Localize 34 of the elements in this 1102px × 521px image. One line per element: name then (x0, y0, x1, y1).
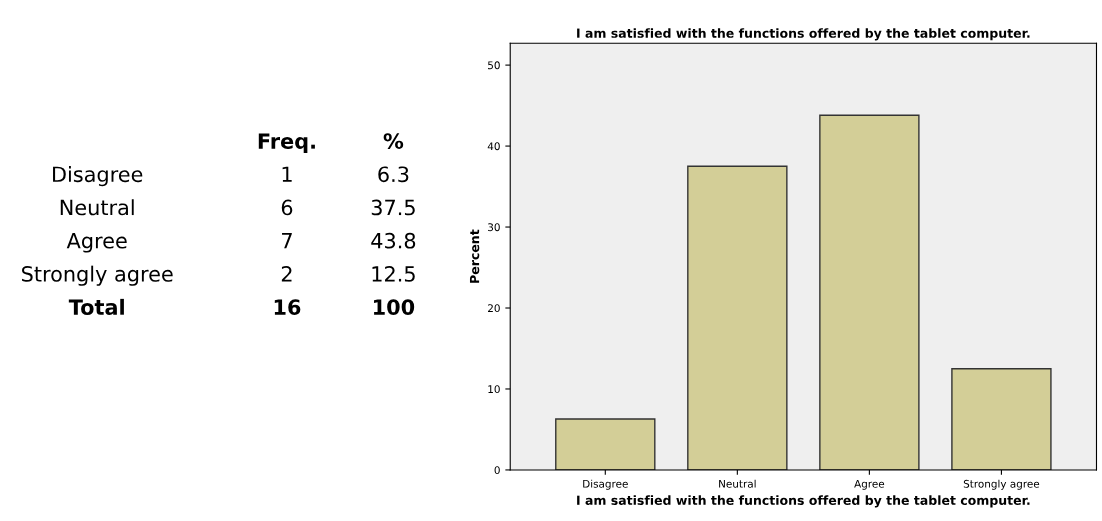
category-label: Strongly agree (22, 265, 173, 286)
bar (555, 418, 656, 470)
y-tick-label: 20 (488, 304, 500, 313)
y-axis-title: Percent (469, 229, 480, 283)
data-label: 12.5 (372, 266, 415, 282)
bar (687, 165, 788, 470)
chart-title: I am satisfied with the functions offered by the tablet computer. (577, 28, 1030, 41)
data-label: 43.8 (371, 232, 416, 249)
text: Freq. (258, 133, 315, 153)
category-label: Total (68, 298, 124, 315)
y-tick-label: 0 (494, 466, 500, 475)
x-tick-label: Neutral (719, 479, 756, 488)
x-tick-label: Strongly agree (963, 479, 1040, 490)
y-tick-label: 50 (488, 61, 500, 70)
data-label: 6.3 (378, 166, 409, 183)
data-label: 100 (374, 299, 415, 315)
data-label: 37.5 (371, 199, 415, 216)
data-label: 1 (282, 166, 292, 182)
data-label: 7 (282, 233, 292, 249)
y-tick-label: 40 (487, 142, 500, 151)
bar (819, 114, 920, 470)
data-label: 16 (274, 299, 301, 315)
x-tick-label: Disagree (583, 479, 628, 490)
category-label: Neutral (60, 199, 134, 216)
bar (951, 368, 1052, 470)
y-tick-label: 10 (488, 385, 500, 394)
data-label: 6 (281, 199, 293, 216)
category-label: Agree (66, 233, 127, 253)
x-tick-label: Agree (854, 479, 885, 490)
x-axis-title: I am satisfied with the functions offered by the tablet computer. (577, 495, 1030, 508)
data-label: 2 (281, 266, 292, 282)
text: % (383, 133, 404, 149)
category-label: Disagree (53, 166, 143, 187)
y-tick-label: 30 (488, 223, 500, 232)
